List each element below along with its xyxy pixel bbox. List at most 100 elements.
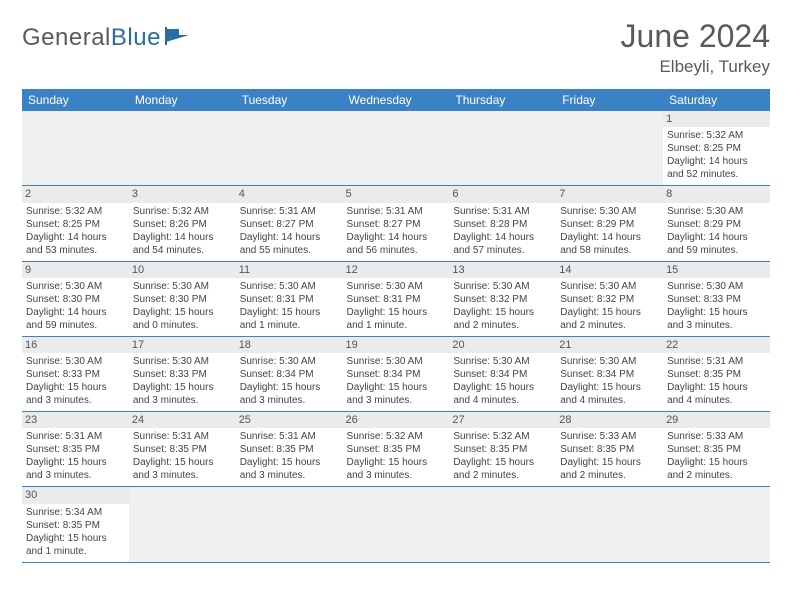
day-number: 16 (22, 337, 129, 353)
empty-cell (556, 487, 663, 562)
day-cell: 16 Sunrise: 5:30 AMSunset: 8:33 PMDayligh… (22, 336, 129, 411)
daylight-text: Daylight: 15 hours and 1 minute. (26, 532, 125, 558)
sunset-text: Sunset: 8:25 PM (26, 218, 125, 231)
day-number: 4 (236, 186, 343, 202)
daylight-text: Daylight: 14 hours and 54 minutes. (133, 231, 232, 257)
sunrise-text: Sunrise: 5:31 AM (133, 430, 232, 443)
calendar-week-row: 23Sunrise: 5:31 AMSunset: 8:35 PMDayligh… (22, 412, 770, 487)
day-cell: 25Sunrise: 5:31 AMSunset: 8:35 PMDayligh… (236, 412, 343, 487)
calendar-week-row: 30 Sunrise: 5:34 AMSunset: 8:35 PMDayligh… (22, 487, 770, 562)
day-cell: 9Sunrise: 5:30 AMSunset: 8:30 PMDaylight… (22, 261, 129, 336)
daylight-text: Daylight: 14 hours and 57 minutes. (453, 231, 552, 257)
sunrise-text: Sunrise: 5:30 AM (26, 280, 125, 293)
weekday-header: Saturday (663, 89, 770, 111)
sunset-text: Sunset: 8:35 PM (240, 443, 339, 456)
day-cell: 14Sunrise: 5:30 AMSunset: 8:32 PMDayligh… (556, 261, 663, 336)
day-cell: 8Sunrise: 5:30 AMSunset: 8:29 PMDaylight… (663, 186, 770, 261)
day-number: 5 (343, 186, 450, 202)
sunrise-text: Sunrise: 5:32 AM (667, 129, 766, 142)
weekday-header: Friday (556, 89, 663, 111)
sunrise-text: Sunrise: 5:30 AM (240, 355, 339, 368)
day-number: 9 (22, 262, 129, 278)
calendar-week-row: 16Sunrise: 5:30 AMSunset: 8:33 PMDayligh… (22, 336, 770, 411)
daylight-text: Daylight: 14 hours and 56 minutes. (347, 231, 446, 257)
day-cell: 12Sunrise: 5:30 AMSunset: 8:31 PMDayligh… (343, 261, 450, 336)
day-cell: 28Sunrise: 5:33 AMSunset: 8:35 PMDayligh… (556, 412, 663, 487)
day-cell: 1Sunrise: 5:32 AMSunset: 8:25 PMDaylight… (663, 111, 770, 186)
daylight-text: Daylight: 15 hours and 0 minutes. (133, 306, 232, 332)
daylight-text: Daylight: 15 hours and 2 minutes. (560, 306, 659, 332)
sunset-text: Sunset: 8:35 PM (26, 519, 125, 532)
day-cell: 17Sunrise: 5:30 AMSunset: 8:33 PMDayligh… (129, 336, 236, 411)
header: GeneralBlue June 2024 Elbeyli, Turkey (22, 18, 770, 77)
sunrise-text: Sunrise: 5:30 AM (133, 280, 232, 293)
sunset-text: Sunset: 8:35 PM (453, 443, 552, 456)
sunset-text: Sunset: 8:33 PM (26, 368, 125, 381)
sunrise-text: Sunrise: 5:30 AM (667, 205, 766, 218)
sunset-text: Sunset: 8:35 PM (667, 443, 766, 456)
day-cell: 4Sunrise: 5:31 AMSunset: 8:27 PMDaylight… (236, 186, 343, 261)
day-number: 18 (236, 337, 343, 353)
day-number: 30 (22, 487, 129, 503)
day-number: 7 (556, 186, 663, 202)
sunset-text: Sunset: 8:34 PM (453, 368, 552, 381)
day-number: 13 (449, 262, 556, 278)
sunset-text: Sunset: 8:35 PM (26, 443, 125, 456)
day-number: 8 (663, 186, 770, 202)
sunset-text: Sunset: 8:32 PM (453, 293, 552, 306)
month-title: June 2024 (621, 18, 770, 55)
daylight-text: Daylight: 15 hours and 1 minute. (240, 306, 339, 332)
day-cell: 10Sunrise: 5:30 AMSunset: 8:30 PMDayligh… (129, 261, 236, 336)
sunrise-text: Sunrise: 5:30 AM (347, 280, 446, 293)
sunset-text: Sunset: 8:32 PM (560, 293, 659, 306)
logo: GeneralBlue (22, 24, 191, 52)
weekday-header: Thursday (449, 89, 556, 111)
calendar-week-row: 9Sunrise: 5:30 AMSunset: 8:30 PMDaylight… (22, 261, 770, 336)
day-number: 19 (343, 337, 450, 353)
day-cell: 7Sunrise: 5:30 AMSunset: 8:29 PMDaylight… (556, 186, 663, 261)
weekday-header: Tuesday (236, 89, 343, 111)
sunrise-text: Sunrise: 5:34 AM (26, 506, 125, 519)
calendar-body: 1 Sunrise: 5:32 AM Sunset: 8:25 PM Daylight… (22, 111, 770, 562)
sunrise-text: Sunrise: 5:31 AM (347, 205, 446, 218)
day-cell: 27Sunrise: 5:32 AMSunset: 8:35 PMDayligh… (449, 412, 556, 487)
calendar-week-row: 2Sunrise: 5:32 AMSunset: 8:25 PMDaylight… (22, 186, 770, 261)
sunset-text: Sunset: 8:27 PM (347, 218, 446, 231)
empty-cell (129, 487, 236, 562)
location: Elbeyli, Turkey (621, 57, 770, 77)
daylight-text: Daylight: 15 hours and 3 minutes. (133, 456, 232, 482)
day-number: 15 (663, 262, 770, 278)
daylight-text: Daylight: 15 hours and 3 minutes. (26, 381, 125, 407)
sunset-text: Sunset: 8:33 PM (667, 293, 766, 306)
sunset-text: Sunset: 8:30 PM (26, 293, 125, 306)
empty-cell (556, 111, 663, 186)
daylight-text: Daylight: 15 hours and 1 minute. (347, 306, 446, 332)
day-cell: 3Sunrise: 5:32 AMSunset: 8:26 PMDaylight… (129, 186, 236, 261)
sunset-text: Sunset: 8:31 PM (240, 293, 339, 306)
day-cell: 21Sunrise: 5:30 AMSunset: 8:34 PMDayligh… (556, 336, 663, 411)
daylight-text: Daylight: 15 hours and 2 minutes. (667, 456, 766, 482)
empty-cell (449, 111, 556, 186)
sunrise-text: Sunrise: 5:30 AM (560, 280, 659, 293)
sunrise-text: Sunrise: 5:30 AM (560, 205, 659, 218)
sunset-text: Sunset: 8:35 PM (133, 443, 232, 456)
weekday-header: Wednesday (343, 89, 450, 111)
day-number: 1 (663, 111, 770, 127)
day-cell: 13Sunrise: 5:30 AMSunset: 8:32 PMDayligh… (449, 261, 556, 336)
empty-cell (236, 111, 343, 186)
calendar-table: SundayMondayTuesdayWednesdayThursdayFrid… (22, 89, 770, 563)
sunrise-text: Sunrise: 5:30 AM (26, 355, 125, 368)
sunrise-text: Sunrise: 5:31 AM (453, 205, 552, 218)
sunrise-text: Sunrise: 5:30 AM (453, 355, 552, 368)
sunrise-text: Sunrise: 5:31 AM (667, 355, 766, 368)
daylight-text: Daylight: 15 hours and 2 minutes. (453, 306, 552, 332)
logo-text-1: General (22, 24, 111, 51)
sunrise-text: Sunrise: 5:32 AM (133, 205, 232, 218)
sunset-text: Sunset: 8:33 PM (133, 368, 232, 381)
sunrise-text: Sunrise: 5:31 AM (240, 205, 339, 218)
sunset-text: Sunset: 8:26 PM (133, 218, 232, 231)
day-number: 26 (343, 412, 450, 428)
day-cell: 15Sunrise: 5:30 AMSunset: 8:33 PMDayligh… (663, 261, 770, 336)
day-cell: 18Sunrise: 5:30 AMSunset: 8:34 PMDayligh… (236, 336, 343, 411)
daylight-text: Daylight: 15 hours and 3 minutes. (240, 381, 339, 407)
